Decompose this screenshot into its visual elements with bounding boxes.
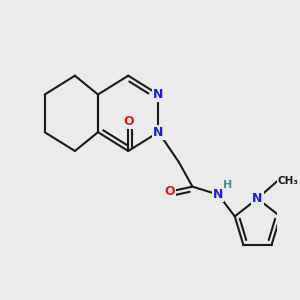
Text: O: O bbox=[123, 115, 134, 128]
Text: H: H bbox=[223, 180, 232, 190]
Text: CH₃: CH₃ bbox=[278, 176, 299, 186]
Text: N: N bbox=[252, 192, 263, 205]
Text: N: N bbox=[153, 88, 164, 101]
Text: N: N bbox=[153, 126, 164, 139]
Text: N: N bbox=[213, 188, 224, 201]
Text: O: O bbox=[164, 185, 175, 198]
